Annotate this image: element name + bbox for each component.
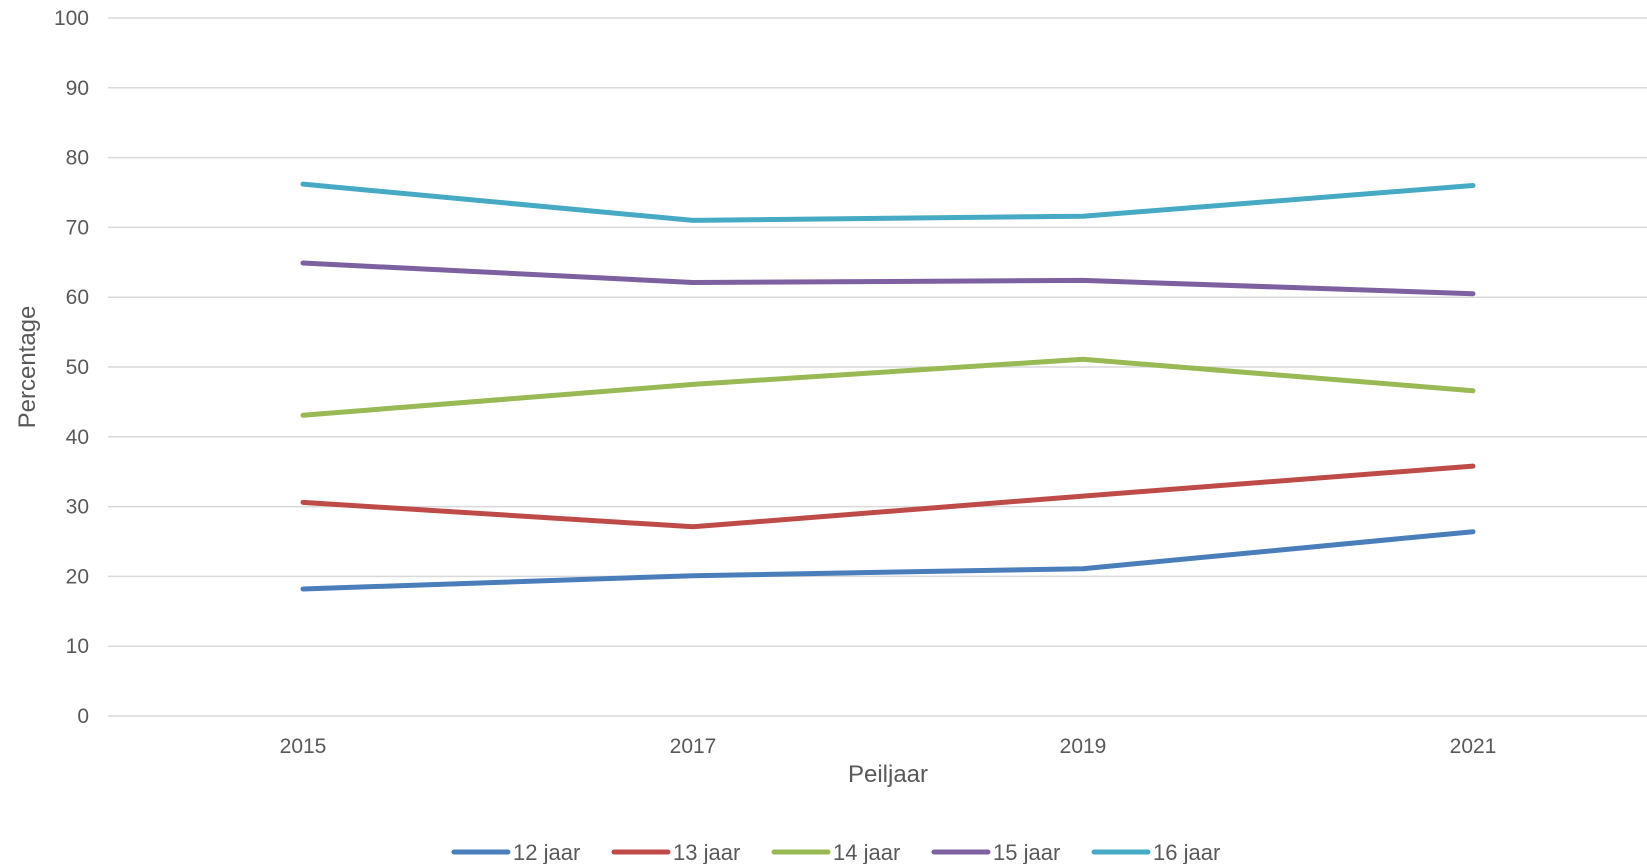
- y-tick-label: 50: [66, 356, 89, 379]
- y-tick-label: 100: [54, 7, 89, 30]
- y-tick-label: 60: [66, 286, 89, 309]
- y-tick-label: 30: [66, 496, 89, 519]
- legend-label: 16 jaar: [1153, 840, 1220, 864]
- series-line-15-jaar: [300, 260, 1476, 297]
- x-axis-ticks: 2015 2017 2019 2021: [280, 735, 1497, 758]
- y-tick-label: 40: [66, 426, 89, 449]
- y-tick-label: 80: [66, 147, 89, 170]
- y-axis-ticks: 0 10 20 30 40 50 60 70 80 90 100: [54, 7, 89, 728]
- y-tick-label: 90: [66, 77, 89, 100]
- legend-label: 13 jaar: [673, 840, 740, 864]
- legend-label: 15 jaar: [993, 840, 1060, 864]
- y-tick-label: 70: [66, 216, 89, 239]
- y-tick-label: 0: [77, 705, 89, 728]
- x-tick-label: 2015: [280, 735, 327, 758]
- y-axis-title: Percentage: [14, 306, 41, 429]
- series-line-16-jaar: [300, 181, 1476, 223]
- series-line-13-jaar: [300, 463, 1476, 530]
- x-tick-label: 2019: [1060, 735, 1107, 758]
- x-tick-label: 2021: [1450, 735, 1497, 758]
- series-line-14-jaar: [300, 356, 1476, 418]
- legend-label: 14 jaar: [833, 840, 900, 864]
- y-tick-label: 20: [66, 565, 89, 588]
- legend-label: 12 jaar: [513, 840, 580, 864]
- x-tick-label: 2017: [670, 735, 717, 758]
- gridlines: [108, 17, 1647, 717]
- x-axis-title: Peiljaar: [848, 761, 928, 788]
- y-tick-label: 10: [66, 635, 89, 658]
- series-lines: [300, 181, 1476, 592]
- legend: 12 jaar 13 jaar 14 jaar 15 jaar 16 jaar: [451, 840, 1220, 864]
- series-line-12-jaar: [300, 529, 1476, 592]
